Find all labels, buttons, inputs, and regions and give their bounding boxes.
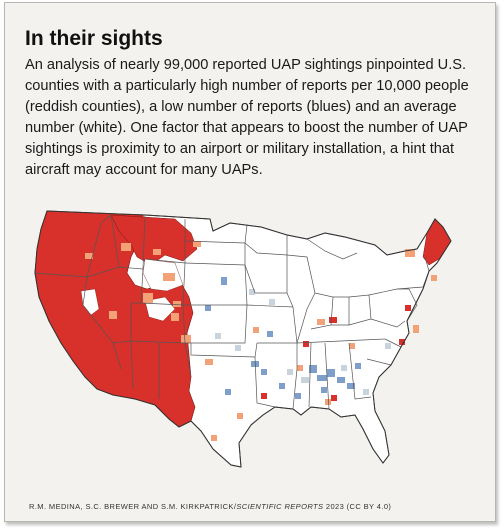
very-low-report-counties <box>215 289 391 395</box>
eastern-high-counties <box>261 305 411 401</box>
medium-high-counties <box>85 241 441 441</box>
credit-year-license: 2023 (CC BY 4.0) <box>323 502 392 511</box>
montana-high-region <box>110 214 198 266</box>
low-report-counties <box>205 277 361 399</box>
state-borders <box>34 214 430 410</box>
figure-credit: R.M. MEDINA, S.C. BREWER AND S.M. KIRKPA… <box>29 502 499 511</box>
figure-title: In their sights <box>25 27 163 50</box>
us-county-map <box>25 193 495 488</box>
credit-authors: R.M. MEDINA, S.C. BREWER AND S.M. KIRKPA… <box>29 502 237 511</box>
nevada-average-pocket <box>80 288 100 316</box>
figure-panel: In their sights An analysis of nearly 99… <box>4 2 496 522</box>
coastline <box>34 210 452 468</box>
figure-description: An analysis of nearly 99,000 reported UA… <box>25 57 469 178</box>
credit-journal: SCIENTIFIC REPORTS <box>236 502 324 511</box>
northeast-high-region <box>422 218 452 266</box>
